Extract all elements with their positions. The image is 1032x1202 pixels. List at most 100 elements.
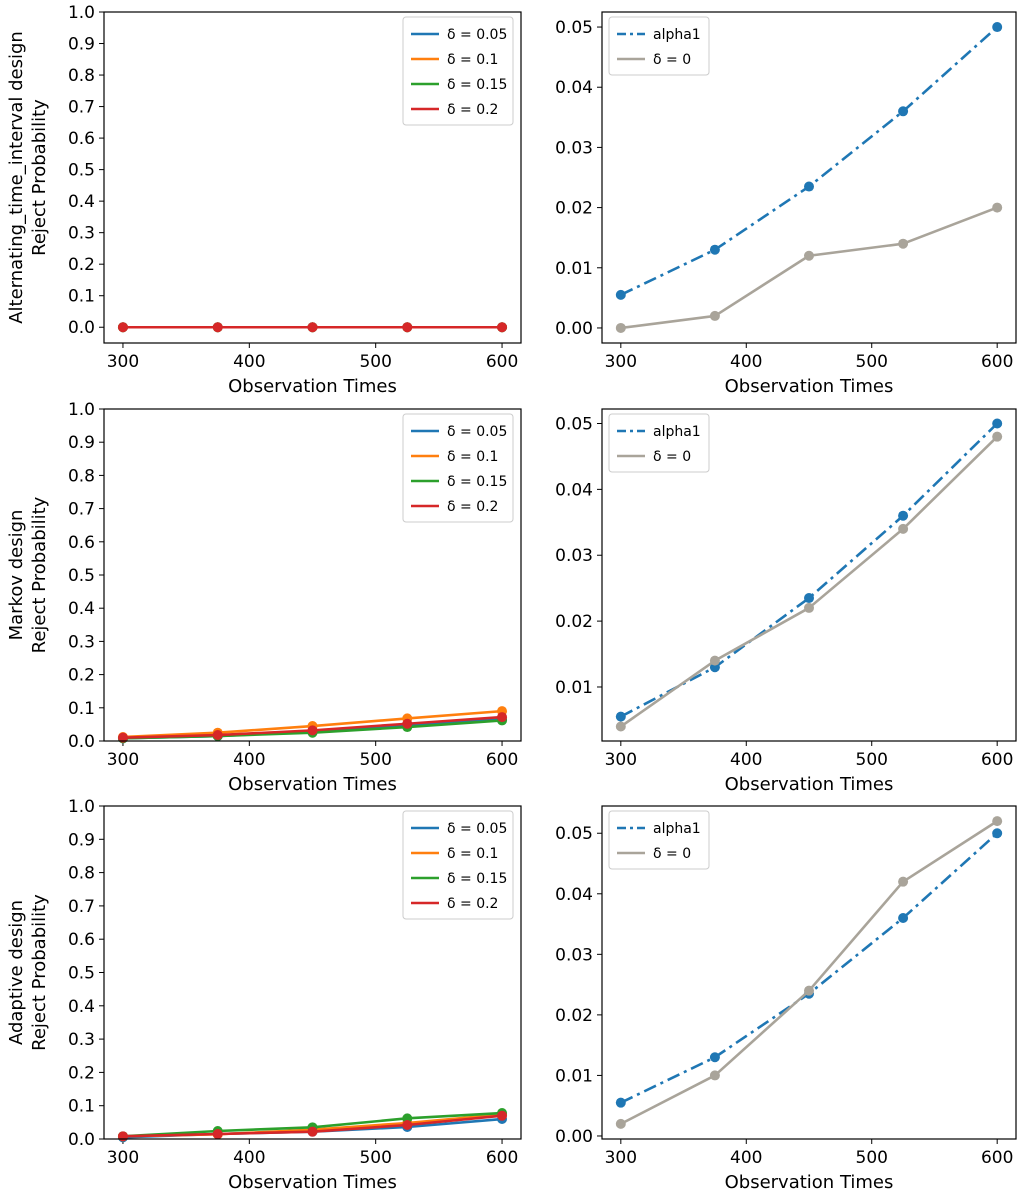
legend-label: δ = 0.2 [447, 896, 498, 912]
x-tick-label: 500 [856, 1148, 888, 1168]
legend-label: δ = 0.1 [447, 846, 498, 862]
plot-area [117, 322, 508, 333]
legend-frame [402, 810, 514, 920]
y-tick-label: 0.4 [68, 997, 95, 1017]
y-tick-label: 0.03 [555, 546, 593, 566]
plot-frame [103, 408, 522, 742]
y-tick-label: 0.7 [68, 500, 95, 520]
y-tick-label: 0.0 [68, 732, 95, 752]
y-axis-label: Alternating_time_interval design [6, 31, 27, 324]
legend: alpha1 δ = 0 [608, 810, 710, 870]
data-point [992, 418, 1003, 429]
legend-frame [608, 16, 710, 76]
y-tick-label: 0.5 [68, 964, 95, 984]
data-point [898, 106, 909, 117]
legend-frame [402, 413, 514, 523]
x-tick-label: 600 [486, 352, 518, 372]
data-point [307, 725, 318, 736]
y-tick-label: 0.5 [68, 161, 95, 181]
y-tick-label: 0.00 [555, 319, 593, 339]
data-point [898, 238, 909, 249]
data-point [804, 985, 814, 996]
y-tick-label: 0.05 [555, 414, 593, 434]
y-tick-label: 0.01 [555, 678, 593, 698]
legend: alpha1 δ = 0 [608, 413, 710, 473]
data-point [709, 655, 720, 666]
plot-frame [601, 408, 1017, 742]
y-tick-label: 0.2 [68, 1063, 95, 1083]
y-tick-label: 0.9 [68, 830, 95, 850]
x-axis-label: Observation Times [228, 1172, 397, 1193]
data-point [307, 1126, 318, 1137]
data-point [804, 593, 814, 604]
x-axis-label: Observation Times [228, 774, 397, 795]
legend-label: alpha1 [653, 424, 701, 440]
y-axis-label: Reject Probability [29, 496, 50, 653]
x-tick-label: 500 [359, 352, 391, 372]
x-tick-label: 500 [856, 352, 888, 372]
x-tick-label: 300 [107, 750, 139, 770]
chart-panel-1: 300 400 500 600 0.0 0.1 0.2 0.3 0.4 0.5 0.6 0.7 0.8 0… [6, 3, 522, 397]
data-point [615, 322, 626, 333]
legend: δ = 0.05 δ = 0.1 δ = 0.15 δ = 0.2 [402, 413, 514, 523]
y-tick-label: 0.7 [68, 897, 95, 917]
y-tick-label: 0.8 [68, 466, 95, 486]
data-point [898, 913, 909, 924]
y-axis-label: Adaptive design [6, 900, 27, 1045]
data-point [402, 718, 413, 729]
x-tick-label: 500 [856, 750, 888, 770]
y-tick-label: 0.1 [68, 699, 95, 719]
y-tick-label: 0.0 [68, 1130, 95, 1150]
y-tick-label: 0.7 [68, 98, 95, 118]
legend-label: alpha1 [653, 27, 701, 43]
y-tick-label: 0.3 [68, 1030, 95, 1050]
data-point [117, 732, 128, 743]
x-tick-label: 300 [107, 352, 139, 372]
plot-area [615, 22, 1003, 333]
data-point [992, 816, 1003, 827]
plot-area [615, 816, 1003, 1129]
x-tick-label: 400 [233, 1148, 265, 1168]
data-point [992, 431, 1003, 442]
legend-label: δ = 0.05 [447, 27, 507, 43]
data-point [615, 1097, 626, 1108]
data-point [212, 1129, 223, 1140]
y-tick-label: 0.1 [68, 287, 95, 307]
y-tick-label: 0.04 [555, 78, 593, 98]
y-tick-label: 0.1 [68, 1097, 95, 1117]
legend-label: δ = 0.15 [447, 871, 507, 887]
data-point [497, 1110, 508, 1121]
data-point [117, 322, 128, 333]
y-tick-label: 0.0 [68, 318, 95, 338]
y-tick-label: 0.4 [68, 192, 95, 212]
y-tick-label: 0.8 [68, 66, 95, 86]
plot-frame [103, 805, 522, 1140]
plot-frame [103, 11, 522, 344]
y-tick-label: 0.02 [555, 612, 593, 632]
data-point [615, 289, 626, 300]
chart-panel-6: 300 400 500 600 0.00 0.01 0.02 0.03 0.04 0.05 Obse… [555, 805, 1017, 1193]
legend: δ = 0.05 δ = 0.1 δ = 0.15 δ = 0.2 [402, 16, 514, 126]
data-point [117, 1131, 128, 1142]
y-tick-label: 0.6 [68, 129, 95, 149]
plot-area [117, 1108, 508, 1143]
chart-panel-3: 300 400 500 600 0.0 0.1 0.2 0.3 0.4 0.5 0.6 0.7 0.8 0… [6, 400, 522, 795]
y-tick-label: 0.04 [555, 885, 593, 905]
legend-frame [608, 810, 710, 870]
x-tick-label: 600 [486, 750, 518, 770]
y-tick-label: 0.5 [68, 566, 95, 586]
data-point [212, 322, 223, 333]
data-point [402, 1120, 413, 1131]
y-tick-label: 0.9 [68, 35, 95, 55]
legend-frame [402, 16, 514, 126]
y-tick-label: 0.04 [555, 480, 593, 500]
x-axis-label: Observation Times [725, 774, 894, 795]
y-tick-label: 1.0 [68, 797, 95, 817]
x-tick-label: 500 [359, 1148, 391, 1168]
data-point [212, 730, 223, 741]
data-point [898, 523, 909, 534]
legend-label: δ = 0 [653, 449, 691, 465]
legend-label: alpha1 [653, 821, 701, 837]
legend: alpha1 δ = 0 [608, 16, 710, 76]
